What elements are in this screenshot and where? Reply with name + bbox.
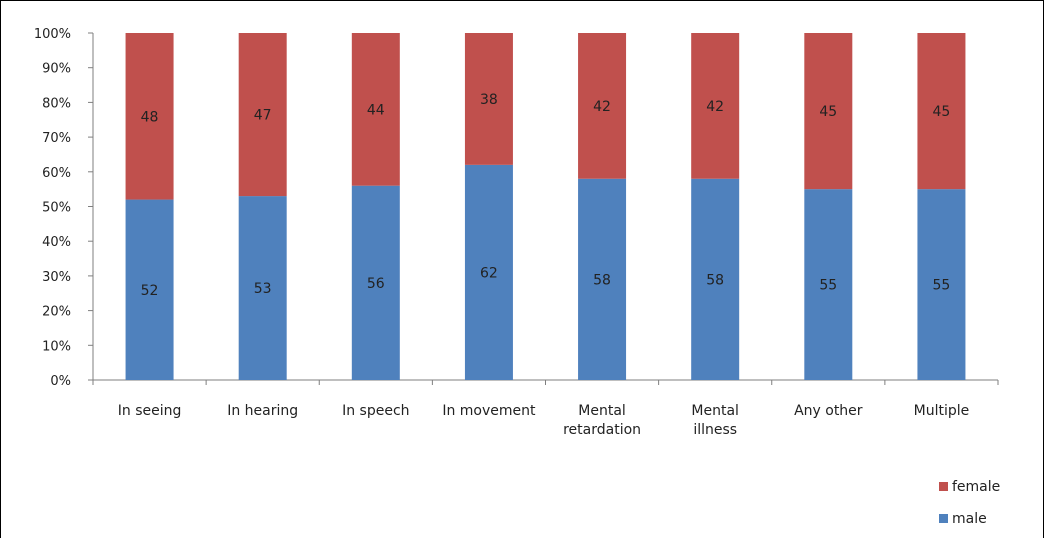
bar-female bbox=[238, 33, 287, 197]
y-tick-label: 40% bbox=[42, 235, 71, 250]
y-tick-label: 70% bbox=[42, 131, 71, 146]
y-tick-label: 100% bbox=[34, 27, 71, 42]
bar-female bbox=[804, 33, 853, 190]
bar-male bbox=[691, 178, 740, 380]
bar-female bbox=[578, 33, 627, 179]
y-tick-label: 60% bbox=[42, 166, 71, 181]
x-category-label: In speech bbox=[342, 403, 409, 419]
bar-female bbox=[125, 33, 174, 200]
x-category-label: Any other bbox=[794, 403, 863, 419]
data-label-male: 55 bbox=[933, 278, 951, 294]
x-category-label: Mental bbox=[691, 403, 739, 419]
bar-female bbox=[464, 33, 513, 165]
legend-swatch-female bbox=[939, 482, 948, 491]
bar-male bbox=[804, 189, 853, 380]
data-label-female: 45 bbox=[819, 104, 837, 120]
legend-swatch-male bbox=[939, 514, 948, 523]
y-tick-label: 50% bbox=[42, 201, 71, 216]
bars bbox=[125, 33, 966, 380]
data-label-male: 58 bbox=[706, 272, 724, 288]
data-label-male: 62 bbox=[480, 265, 498, 281]
bar-male bbox=[917, 189, 966, 380]
legend-label-male: male bbox=[952, 511, 987, 527]
data-label-male: 58 bbox=[593, 272, 611, 288]
bar-male bbox=[351, 185, 400, 380]
y-tick-label: 30% bbox=[42, 270, 71, 285]
y-tick-label: 0% bbox=[50, 374, 71, 389]
bar-male bbox=[578, 178, 627, 380]
data-label-male: 52 bbox=[141, 283, 159, 299]
bar-female bbox=[917, 33, 966, 190]
legend: female male bbox=[939, 479, 1000, 527]
x-category-label: In seeing bbox=[118, 403, 182, 419]
axes: 0% 10% 20% 30% 40% 50% 60% 70% 80% 90% 100% In seei… bbox=[34, 27, 999, 438]
y-tick-label: 90% bbox=[42, 62, 71, 77]
data-label-female: 42 bbox=[593, 99, 611, 115]
y-tick-label: 10% bbox=[42, 339, 71, 354]
x-category-label: In hearing bbox=[227, 403, 298, 419]
bar-male bbox=[464, 164, 513, 380]
y-tick-label: 80% bbox=[42, 96, 71, 111]
bar-female bbox=[351, 33, 400, 186]
data-label-female: 44 bbox=[367, 102, 385, 118]
x-category-label: illness bbox=[693, 422, 737, 438]
y-tick-label: 20% bbox=[42, 305, 71, 320]
x-category-label: Multiple bbox=[914, 403, 970, 419]
x-category-label: In movement bbox=[442, 403, 536, 419]
legend-label-female: female bbox=[952, 479, 1000, 495]
data-label-male: 55 bbox=[819, 278, 837, 294]
bar-male bbox=[238, 196, 287, 380]
data-label-male: 53 bbox=[254, 281, 272, 297]
data-label-female: 42 bbox=[706, 99, 724, 115]
data-labels: 52 48 53 47 56 44 62 38 58 42 58 42 55 45 55 45 bbox=[141, 92, 951, 299]
x-category-label: retardation bbox=[563, 422, 641, 438]
data-label-female: 38 bbox=[480, 92, 498, 108]
data-label-female: 47 bbox=[254, 108, 272, 124]
data-label-male: 56 bbox=[367, 276, 385, 292]
x-category-label: Mental bbox=[578, 403, 626, 419]
bar-female bbox=[691, 33, 740, 179]
bar-male bbox=[125, 199, 174, 380]
data-label-female: 48 bbox=[141, 109, 159, 125]
data-label-female: 45 bbox=[933, 104, 951, 120]
